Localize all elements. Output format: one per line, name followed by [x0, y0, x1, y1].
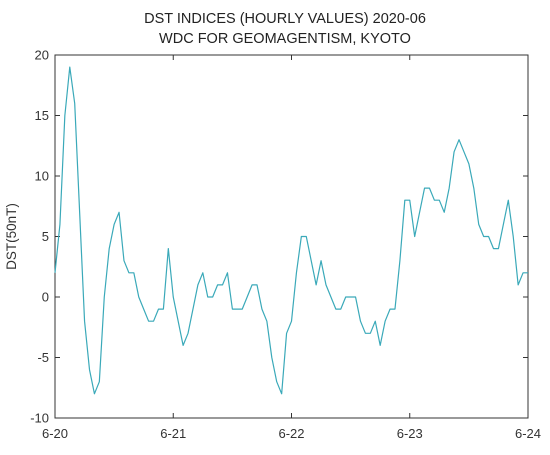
chart-title-line-2: WDC FOR GEOMAGENTISM, KYOTO — [159, 31, 411, 47]
series-group — [54, 66, 528, 395]
x-tick-label: 6-24 — [515, 426, 541, 441]
x-tick-label: 6-22 — [278, 426, 304, 441]
y-tick-label: 10 — [35, 169, 49, 184]
series-line-dst — [54, 66, 528, 395]
y-tick-label: 5 — [42, 229, 49, 244]
y-axis-label: DST(50nT) — [4, 203, 19, 270]
x-tick-label: 6-23 — [397, 426, 423, 441]
y-axis: -10 -5 0 5 10 15 20 — [30, 48, 528, 426]
x-tick-label: 6-20 — [42, 426, 68, 441]
y-tick-label: 0 — [42, 290, 49, 305]
plot-area-frame — [54, 54, 529, 419]
x-axis: 6-20 6-21 6-22 6-23 6-24 — [42, 55, 541, 441]
y-tick-label: 15 — [35, 108, 49, 123]
chart-title-line-1: DST INDICES (HOURLY VALUES) 2020-06 — [144, 11, 426, 27]
y-tick-label: 20 — [35, 48, 49, 63]
y-tick-label: -5 — [37, 350, 49, 365]
x-tick-label: 6-21 — [160, 426, 186, 441]
y-tick-label: -10 — [30, 411, 49, 426]
